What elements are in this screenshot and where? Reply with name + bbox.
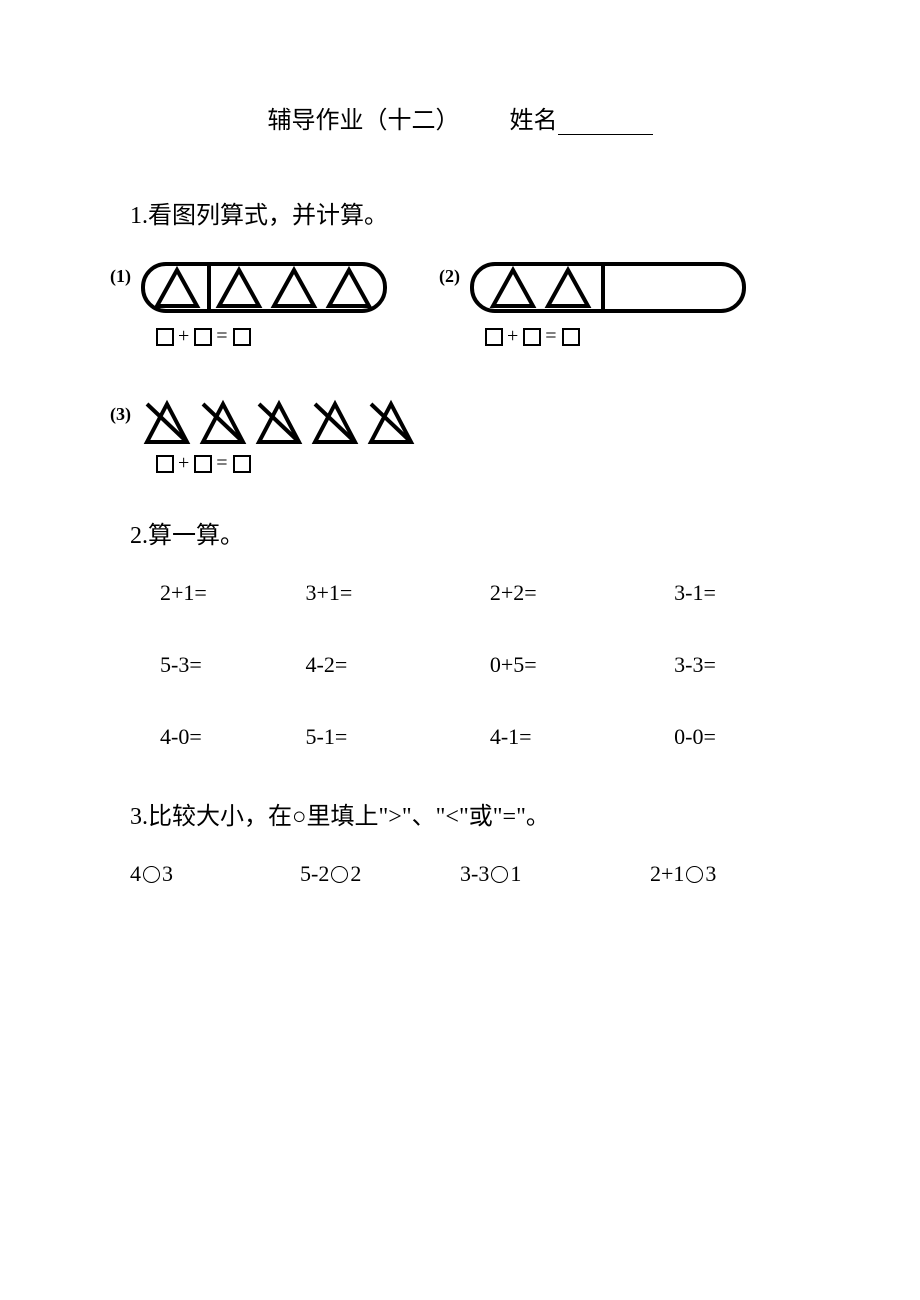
q1-item-1-label: (1) [110, 266, 131, 287]
q1-item-3: (3) [110, 398, 429, 475]
equals-sign: = [545, 325, 557, 348]
q2-row-2: 5-3= 4-2= 0+5= 3-3= [160, 652, 810, 678]
cmp-left: 2+1 [650, 861, 684, 886]
cmp-left: 5-2 [300, 861, 329, 886]
q2-cell[interactable]: 0+5= [490, 652, 674, 678]
q1-item-3-equation: + = [156, 452, 251, 475]
q1-figures: (1) + [110, 260, 810, 475]
q2-cell[interactable]: 4-1= [490, 724, 674, 750]
q1-item-1: (1) + [110, 260, 389, 348]
cmp-right: 2 [350, 861, 361, 886]
cmp-right: 3 [705, 861, 716, 886]
answer-box[interactable] [485, 328, 503, 346]
cmp-right: 3 [162, 861, 173, 886]
answer-box[interactable] [156, 328, 174, 346]
plus-sign: + [178, 452, 190, 475]
q1-row-1: (1) + [110, 260, 810, 348]
answer-box[interactable] [233, 455, 251, 473]
q1-item-1-equation: + = [156, 325, 251, 348]
cmp-left: 3-3 [460, 861, 489, 886]
cmp-right: 1 [510, 861, 521, 886]
q2-row-3: 4-0= 5-1= 4-1= 0-0= [160, 724, 810, 750]
q1-item-3-label: (3) [110, 404, 131, 425]
q2-cell[interactable]: 0-0= [674, 724, 810, 750]
compare-circle[interactable] [331, 866, 348, 883]
compare-circle[interactable] [491, 866, 508, 883]
answer-box[interactable] [562, 328, 580, 346]
answer-box[interactable] [156, 455, 174, 473]
q2-cell[interactable]: 4-2= [306, 652, 490, 678]
q2-heading: 2.算一算。 [130, 515, 810, 550]
q2-cell[interactable]: 2+2= [490, 580, 674, 606]
q2-cell[interactable]: 3-3= [674, 652, 810, 678]
q3-heading: 3.比较大小，在○里填上">"、"<"或"="。 [130, 796, 810, 831]
equals-sign: = [216, 452, 228, 475]
q1-row-2: (3) [110, 398, 810, 475]
plus-sign: + [178, 325, 190, 348]
compare-circle[interactable] [686, 866, 703, 883]
equals-sign: = [216, 325, 228, 348]
answer-box[interactable] [194, 328, 212, 346]
answer-box[interactable] [194, 455, 212, 473]
q1-heading: 1.看图列算式，并计算。 [130, 195, 810, 230]
q1-item-1-figure [139, 260, 389, 315]
q3-item-2: 5-2 2 [300, 861, 460, 887]
plus-sign: + [507, 325, 519, 348]
answer-box[interactable] [233, 328, 251, 346]
cmp-left: 4 [130, 861, 141, 886]
answer-box[interactable] [523, 328, 541, 346]
q2-cell[interactable]: 4-0= [160, 724, 306, 750]
q1-item-2-label: (2) [439, 266, 460, 287]
q2-row-1: 2+1= 3+1= 2+2= 3-1= [160, 580, 810, 606]
compare-circle[interactable] [143, 866, 160, 883]
q1-item-2-equation: + = [485, 325, 580, 348]
q3-item-1: 43 [130, 861, 300, 887]
q1-item-2: (2) + = [439, 260, 748, 348]
name-blank-line[interactable] [558, 108, 653, 135]
name-field: 姓名 [510, 100, 653, 135]
worksheet-title: 辅导作业（十二） [268, 100, 460, 135]
q2-cell[interactable]: 2+1= [160, 580, 306, 606]
q1-item-3-figure [139, 398, 429, 448]
q1-item-2-figure [468, 260, 748, 315]
q2-cell[interactable]: 5-3= [160, 652, 306, 678]
title-row: 辅导作业（十二） 姓名 [110, 100, 810, 135]
worksheet-page: 辅导作业（十二） 姓名 1.看图列算式，并计算。 (1) [0, 0, 920, 1300]
q2-cell[interactable]: 3+1= [306, 580, 490, 606]
q3-item-4: 2+1 3 [650, 861, 790, 887]
q3-item-3: 3-3 1 [460, 861, 650, 887]
name-label: 姓名 [510, 108, 558, 134]
q2-cell[interactable]: 5-1= [306, 724, 490, 750]
q2-grid: 2+1= 3+1= 2+2= 3-1= 5-3= 4-2= 0+5= 3-3= … [160, 580, 810, 750]
q3-row: 43 5-22 3-31 2+13 [130, 861, 810, 887]
q2-cell[interactable]: 3-1= [674, 580, 810, 606]
